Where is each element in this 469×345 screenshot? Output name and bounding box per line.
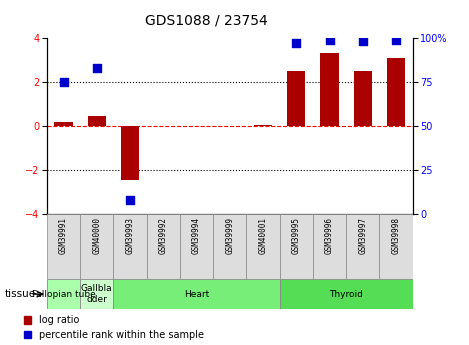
Text: GSM40000: GSM40000 [92, 217, 101, 254]
Bar [387, 58, 405, 126]
Point [393, 37, 400, 42]
Text: GSM39992: GSM39992 [159, 217, 168, 254]
Text: GSM39998: GSM39998 [392, 217, 401, 254]
Bar [280, 279, 413, 309]
Bar [346, 214, 379, 279]
Bar [80, 214, 113, 279]
Bar [113, 214, 147, 279]
Text: Gallbla
dder: Gallbla dder [81, 284, 113, 304]
Point [126, 197, 134, 203]
Bar [354, 71, 372, 126]
Text: GSM39994: GSM39994 [192, 217, 201, 254]
Text: GSM39996: GSM39996 [325, 217, 334, 254]
Text: GSM39993: GSM39993 [126, 217, 135, 254]
Text: GSM39995: GSM39995 [292, 217, 301, 254]
Point [293, 40, 300, 46]
Text: tissue: tissue [5, 289, 36, 299]
Bar [287, 71, 305, 126]
Text: GSM39997: GSM39997 [358, 217, 367, 254]
Bar [47, 279, 80, 309]
Point [60, 79, 67, 85]
Legend: log ratio, percentile rank within the sample: log ratio, percentile rank within the sa… [23, 315, 204, 340]
Bar [320, 53, 339, 126]
Text: GSM40001: GSM40001 [258, 217, 268, 254]
Text: GSM39999: GSM39999 [225, 217, 234, 254]
Bar [47, 214, 80, 279]
Bar [313, 214, 346, 279]
Bar [80, 279, 113, 309]
Bar [113, 279, 280, 309]
Text: GSM39991: GSM39991 [59, 217, 68, 254]
Bar [379, 214, 413, 279]
Point [93, 65, 100, 71]
Text: Fallopian tube: Fallopian tube [31, 289, 95, 299]
Bar [280, 214, 313, 279]
Bar [180, 214, 213, 279]
Bar [121, 126, 139, 180]
Bar [88, 116, 106, 126]
Bar [254, 125, 272, 126]
Text: Heart: Heart [184, 289, 209, 299]
Text: Thyroid: Thyroid [329, 289, 363, 299]
Bar [213, 214, 246, 279]
Point [359, 39, 367, 44]
Text: GDS1088 / 23754: GDS1088 / 23754 [145, 14, 268, 28]
Bar [246, 214, 280, 279]
Bar [54, 121, 73, 126]
Point [326, 37, 333, 42]
Bar [147, 214, 180, 279]
